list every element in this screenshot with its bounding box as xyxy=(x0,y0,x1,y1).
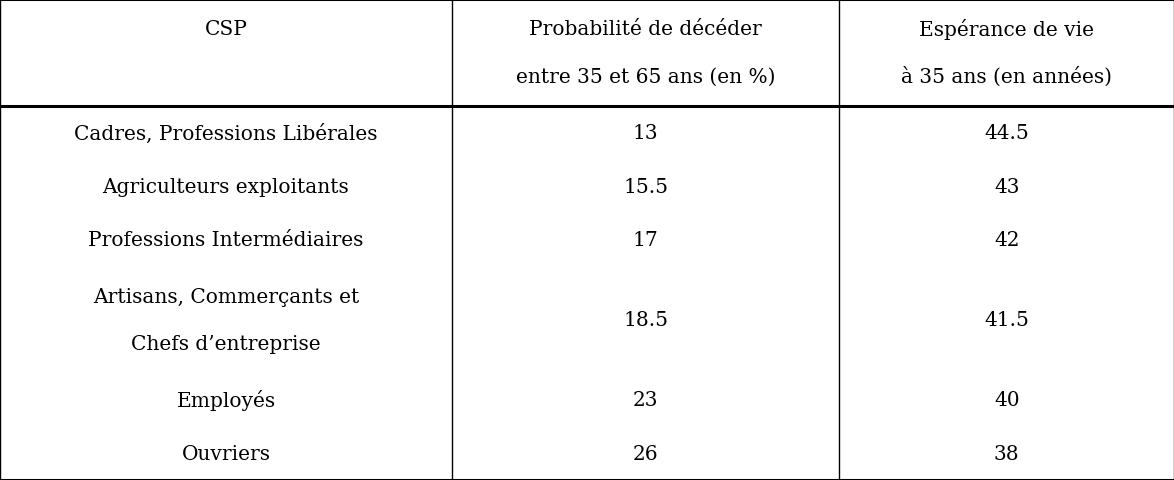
Text: 17: 17 xyxy=(633,230,659,250)
Text: entre 35 et 65 ans (en %): entre 35 et 65 ans (en %) xyxy=(515,67,776,86)
Text: 44.5: 44.5 xyxy=(984,124,1030,143)
Text: Employés: Employés xyxy=(176,390,276,410)
Text: Ouvriers: Ouvriers xyxy=(182,444,270,463)
Text: CSP: CSP xyxy=(204,20,248,39)
Text: Professions Intermédiaires: Professions Intermédiaires xyxy=(88,230,364,250)
Text: 43: 43 xyxy=(994,177,1019,196)
Text: 40: 40 xyxy=(994,391,1019,409)
Text: 38: 38 xyxy=(994,444,1019,463)
Text: 26: 26 xyxy=(633,444,659,463)
Text: 23: 23 xyxy=(633,391,659,409)
Text: Chefs d’entreprise: Chefs d’entreprise xyxy=(131,334,321,353)
Text: 18.5: 18.5 xyxy=(623,311,668,329)
Text: 42: 42 xyxy=(994,230,1019,250)
Text: Artisans, Commerçants et: Artisans, Commerçants et xyxy=(93,287,359,306)
Text: Agriculteurs exploitants: Agriculteurs exploitants xyxy=(102,177,350,196)
Text: 15.5: 15.5 xyxy=(623,177,668,196)
Text: Espérance de vie: Espérance de vie xyxy=(919,19,1094,40)
Text: 41.5: 41.5 xyxy=(984,311,1030,329)
Text: 13: 13 xyxy=(633,124,659,143)
Text: à 35 ans (en années): à 35 ans (en années) xyxy=(902,67,1112,87)
Text: Cadres, Professions Libérales: Cadres, Professions Libérales xyxy=(74,123,378,144)
Text: Probabilité de décéder: Probabilité de décéder xyxy=(529,20,762,39)
